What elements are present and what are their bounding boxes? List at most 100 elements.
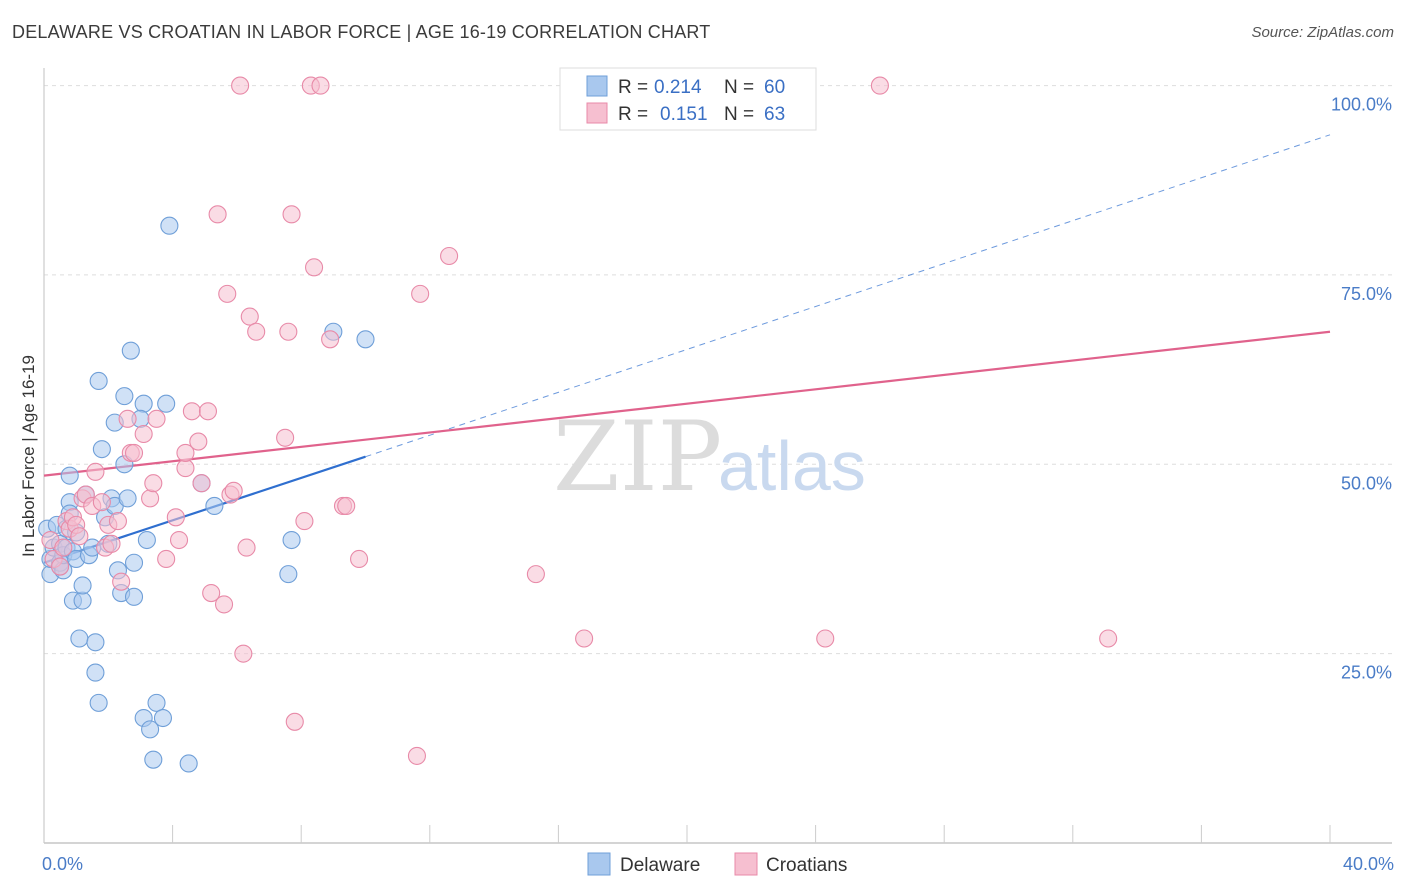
x-tick-label: 40.0% bbox=[1343, 854, 1394, 874]
gridlines bbox=[44, 85, 1392, 655]
croatian-point bbox=[86, 462, 105, 481]
croatian-point bbox=[350, 549, 369, 569]
croatian-point bbox=[247, 322, 266, 341]
watermark-zip: ZIP bbox=[553, 401, 722, 513]
delaware-point bbox=[73, 591, 92, 610]
legend-n-label: N = bbox=[724, 104, 754, 125]
delaware-point bbox=[124, 587, 144, 606]
y-tick-label: 50.0% bbox=[1341, 473, 1392, 493]
croatian-point bbox=[141, 489, 160, 508]
croatian-point bbox=[169, 530, 189, 550]
croatian-point bbox=[575, 629, 594, 648]
delaware-point bbox=[160, 216, 179, 235]
bottom-legend-swatch-delaware bbox=[587, 852, 611, 876]
croatian-point bbox=[92, 493, 111, 512]
delaware-point bbox=[89, 693, 108, 712]
delaware-point bbox=[153, 708, 173, 728]
delaware-point bbox=[144, 750, 163, 769]
croatian-trend-line bbox=[43, 330, 1331, 477]
legend-swatch-delaware bbox=[586, 75, 608, 97]
bottom-legend-label-delaware: Delaware bbox=[620, 855, 700, 876]
delaware-point bbox=[205, 496, 224, 515]
y-tick-label: 75.0% bbox=[1341, 284, 1392, 304]
delaware-point bbox=[115, 387, 134, 406]
croatian-point bbox=[218, 284, 237, 303]
legend-n-value: 60 bbox=[764, 77, 785, 98]
legend-swatch-croatians bbox=[586, 102, 608, 124]
croatian-point bbox=[321, 330, 340, 349]
legend: R = 0.214 N = 60 R = 0.151 N = 63 bbox=[559, 67, 817, 131]
delaware-point bbox=[73, 576, 92, 595]
legend-n-value: 63 bbox=[764, 104, 785, 125]
croatian-point bbox=[208, 205, 227, 224]
croatian-point bbox=[295, 512, 314, 531]
x-tick-labels: 0.0% 40.0% bbox=[42, 854, 1394, 874]
croatian-point bbox=[214, 595, 234, 614]
croatian-point bbox=[202, 583, 221, 603]
croatian-point bbox=[51, 557, 70, 576]
y-axis-title: In Labor Force | Age 16-19 bbox=[19, 355, 38, 557]
croatian-point bbox=[189, 432, 208, 451]
croatian-point bbox=[157, 549, 176, 569]
croatian-point bbox=[407, 746, 426, 765]
croatian-point bbox=[526, 565, 545, 584]
croatian-point bbox=[276, 428, 295, 447]
croatian-point bbox=[70, 527, 89, 546]
croatian-point bbox=[311, 76, 330, 95]
delaware-point bbox=[157, 394, 176, 413]
delaware-point bbox=[121, 341, 140, 360]
delaware-trend-extension bbox=[365, 134, 1331, 458]
croatian-point bbox=[224, 481, 243, 500]
croatian-point bbox=[237, 538, 256, 557]
y-tick-labels: 25.0% 50.0% 75.0% 100.0% bbox=[1331, 95, 1392, 683]
croatian-point bbox=[1099, 629, 1118, 648]
croatian-point bbox=[176, 459, 195, 478]
legend-n-label: N = bbox=[724, 77, 754, 98]
croatian-point bbox=[118, 409, 137, 428]
delaware-point bbox=[141, 720, 160, 739]
croatian-point bbox=[144, 474, 163, 493]
croatian-point bbox=[134, 424, 153, 444]
croatian-point bbox=[240, 307, 259, 326]
delaware-point bbox=[282, 530, 301, 550]
watermark-atlas: atlas bbox=[718, 427, 866, 505]
croatian-point bbox=[182, 402, 201, 421]
delaware-point bbox=[118, 489, 137, 508]
series-croatian-points bbox=[41, 76, 1118, 765]
bottom-legend-label-croatians: Croatians bbox=[766, 855, 847, 876]
croatian-point bbox=[192, 474, 211, 493]
croatian-point bbox=[176, 443, 195, 462]
croatian-point bbox=[231, 76, 250, 95]
chart-title: DELAWARE VS CROATIAN IN LABOR FORCE | AG… bbox=[12, 22, 711, 42]
croatian-point bbox=[870, 76, 889, 95]
watermark: ZIP atlas bbox=[553, 401, 866, 513]
delaware-point bbox=[89, 371, 108, 391]
croatian-point bbox=[54, 538, 73, 557]
croatian-point bbox=[279, 322, 298, 341]
legend-r-label: R = bbox=[618, 77, 648, 98]
delaware-point bbox=[137, 530, 156, 550]
croatian-point bbox=[234, 644, 253, 663]
delaware-point bbox=[86, 633, 105, 652]
delaware-point bbox=[134, 394, 153, 413]
axes bbox=[43, 68, 1392, 844]
bottom-legend: Delaware Croatians bbox=[587, 852, 847, 876]
delaware-point bbox=[179, 754, 198, 773]
y-tick-label: 100.0% bbox=[1331, 95, 1392, 115]
croatian-point bbox=[411, 284, 430, 303]
croatian-point bbox=[816, 629, 835, 648]
delaware-point bbox=[279, 565, 298, 584]
delaware-point bbox=[60, 466, 79, 485]
delaware-point bbox=[124, 553, 144, 572]
croatian-point bbox=[282, 205, 301, 224]
croatian-point bbox=[112, 572, 131, 591]
croatian-point bbox=[440, 246, 459, 266]
bottom-legend-swatch-croatians bbox=[734, 852, 758, 876]
y-tick-label: 25.0% bbox=[1341, 663, 1392, 683]
delaware-point bbox=[147, 693, 166, 712]
croatian-point bbox=[305, 258, 324, 277]
delaware-point bbox=[86, 663, 105, 682]
croatian-point bbox=[108, 512, 127, 531]
legend-r-value: 0.151 bbox=[660, 104, 708, 125]
